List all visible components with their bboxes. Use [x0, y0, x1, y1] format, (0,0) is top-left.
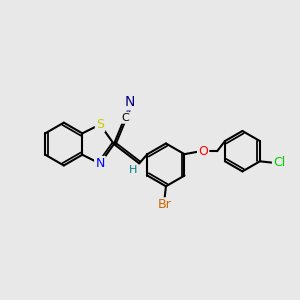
Text: Cl: Cl — [273, 156, 285, 169]
Text: H: H — [128, 165, 137, 175]
Text: S: S — [96, 118, 104, 131]
Text: Br: Br — [158, 199, 171, 212]
Text: N: N — [125, 95, 136, 109]
Text: C: C — [121, 112, 129, 123]
Text: N: N — [95, 157, 105, 170]
Text: O: O — [198, 145, 208, 158]
